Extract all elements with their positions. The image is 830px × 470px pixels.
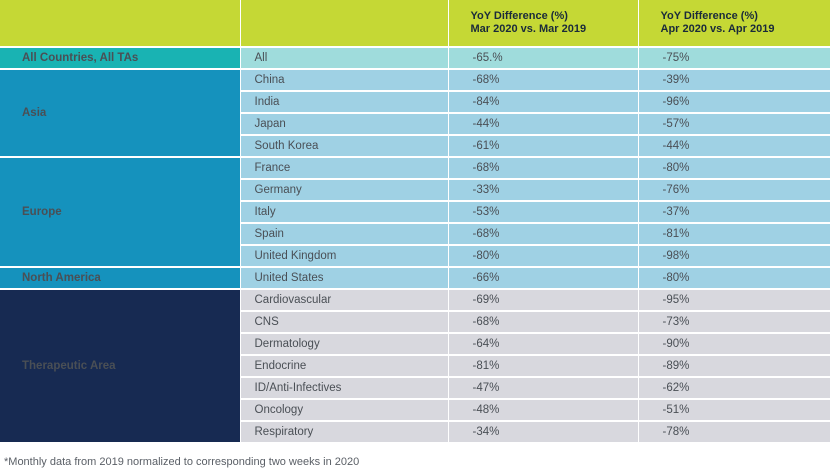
row-label: United States [240, 267, 449, 290]
header-row: YoY Difference (%) Mar 2020 vs. Mar 2019… [0, 0, 830, 48]
apr-value: -78% [638, 421, 830, 444]
row-label: Germany [240, 179, 449, 202]
table-row: Germany -33% -76% [0, 179, 830, 202]
mar-value: -61% [448, 135, 639, 158]
header-apr-col: YoY Difference (%) Apr 2020 vs. Apr 2019 [638, 0, 830, 48]
apr-value: -75% [638, 47, 830, 70]
table-row: Europe France -68% -80% [0, 157, 830, 268]
mar-value: -44% [448, 113, 639, 136]
apr-value: -96% [638, 91, 830, 114]
mar-value: -48% [448, 399, 639, 422]
apr-value: -37% [638, 201, 830, 224]
table-row: India -84% -96% [0, 91, 830, 114]
mar-value: -80% [448, 245, 639, 268]
apr-value: -98% [638, 245, 830, 268]
row-label: South Korea [240, 135, 449, 158]
table-row: Oncology -48% -51% [0, 399, 830, 422]
group-label: Asia [0, 69, 241, 158]
row-label: Endocrine [240, 355, 449, 378]
row-label: Respiratory [240, 421, 449, 444]
mar-value: -68% [448, 69, 639, 92]
table-row: Respiratory -34% -78% [0, 421, 830, 444]
apr-value: -80% [638, 267, 830, 290]
table-row: South Korea -61% -44% [0, 135, 830, 158]
apr-value: -39% [638, 69, 830, 92]
header-apr-line1: YoY Difference (%) [660, 10, 758, 22]
group-label: North America [0, 267, 241, 290]
header-sub-col [240, 0, 449, 48]
table-row: United Kingdom -80% -98% [0, 245, 830, 268]
table-row: Dermatology -64% -90% [0, 333, 830, 356]
row-label: ID/Anti-Infectives [240, 377, 449, 400]
row-label: Spain [240, 223, 449, 246]
table-row: Endocrine -81% -89% [0, 355, 830, 378]
mar-value: -47% [448, 377, 639, 400]
apr-value: -90% [638, 333, 830, 356]
row-label: India [240, 91, 449, 114]
group-label: Therapeutic Area [0, 289, 241, 444]
mar-value: -68% [448, 311, 639, 334]
mar-value: -84% [448, 91, 639, 114]
mar-value: -69% [448, 289, 639, 312]
header-mar-line1: YoY Difference (%) [470, 10, 568, 22]
table-row: ID/Anti-Infectives -47% -62% [0, 377, 830, 400]
mar-value: -66% [448, 267, 639, 290]
row-label: Italy [240, 201, 449, 224]
table-row: North America United States -66% -80% [0, 267, 830, 290]
mar-value: -33% [448, 179, 639, 202]
table-row: Japan -44% -57% [0, 113, 830, 136]
apr-value: -44% [638, 135, 830, 158]
apr-value: -51% [638, 399, 830, 422]
table-row: Spain -68% -81% [0, 223, 830, 246]
mar-value: -65.% [448, 47, 639, 70]
row-label: China [240, 69, 449, 92]
row-label: Oncology [240, 399, 449, 422]
header-mar-line2: Mar 2020 vs. Mar 2019 [470, 23, 587, 35]
mar-value: -68% [448, 223, 639, 246]
mar-value: -68% [448, 157, 639, 180]
apr-value: -80% [638, 157, 830, 180]
group-label: All Countries, All TAs [0, 47, 241, 70]
apr-value: -73% [638, 311, 830, 334]
row-label: Dermatology [240, 333, 449, 356]
row-label: France [240, 157, 449, 180]
header-apr-line2: Apr 2020 vs. Apr 2019 [660, 23, 775, 35]
header-group-col [0, 0, 241, 48]
footnote: *Monthly data from 2019 normalized to co… [4, 456, 360, 468]
table-row: Italy -53% -37% [0, 201, 830, 224]
group-label: Europe [0, 157, 241, 268]
apr-value: -89% [638, 355, 830, 378]
apr-value: -57% [638, 113, 830, 136]
row-label: United Kingdom [240, 245, 449, 268]
mar-value: -34% [448, 421, 639, 444]
row-label: Japan [240, 113, 449, 136]
table-row: CNS -68% -73% [0, 311, 830, 334]
apr-value: -95% [638, 289, 830, 312]
row-label: CNS [240, 311, 449, 334]
table-row: Therapeutic Area Cardiovascular -69% -95% [0, 289, 830, 444]
data-table: YoY Difference (%) Mar 2020 vs. Mar 2019… [0, 0, 830, 444]
row-label: Cardiovascular [240, 289, 449, 312]
mar-value: -64% [448, 333, 639, 356]
header-mar-col: YoY Difference (%) Mar 2020 vs. Mar 2019 [448, 0, 639, 48]
table-row: All Countries, All TAs All -65.% -75% [0, 47, 830, 70]
apr-value: -76% [638, 179, 830, 202]
table-row: Asia China -68% -39% [0, 69, 830, 158]
mar-value: -81% [448, 355, 639, 378]
apr-value: -62% [638, 377, 830, 400]
mar-value: -53% [448, 201, 639, 224]
row-label: All [240, 47, 449, 70]
apr-value: -81% [638, 223, 830, 246]
